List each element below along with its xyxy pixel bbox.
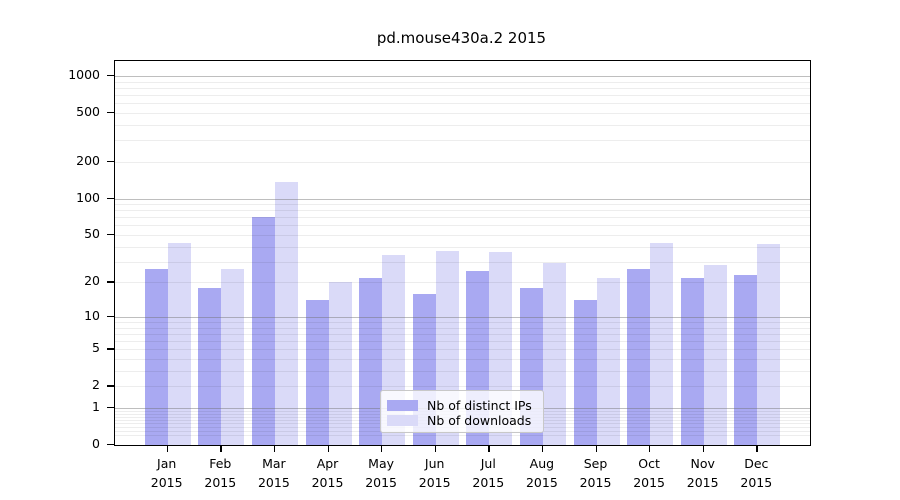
x-tick-label-feb: Feb 2015 (204, 456, 237, 490)
x-tick-mark (327, 446, 329, 452)
bars-layer (115, 61, 810, 445)
y-tick-mark (107, 197, 114, 199)
x-tick-label-dec: Dec 2015 (740, 456, 773, 490)
bar-downloads-mar (274, 181, 298, 445)
y-tick-mark (107, 407, 114, 409)
x-tick-mark (273, 446, 276, 452)
bar-distinct-ips-mar (251, 216, 275, 445)
y-tick-label: 100 (76, 189, 100, 205)
x-tick-label-nov: Nov 2015 (686, 456, 719, 490)
bar-distinct-ips-feb (198, 287, 222, 445)
x-tick-label-sep: Sep 2015 (579, 456, 612, 490)
legend-swatch-downloads-icon (387, 414, 418, 426)
y-tick-mark (107, 385, 114, 387)
y-tick-mark (107, 348, 114, 350)
bar-distinct-ips-jan (144, 268, 168, 445)
bar-distinct-ips-oct (627, 268, 651, 445)
legend-entry-downloads: Nb of downloads (387, 412, 543, 428)
chart-title: pd.mouse430a.2 2015 (376, 29, 547, 47)
y-tick-mark (107, 111, 114, 114)
legend-swatch-distinct-ips-icon (387, 399, 418, 411)
y-tick-label: 1000 (68, 66, 100, 82)
x-tick-mark (756, 446, 758, 452)
y-tick-label: 500 (76, 103, 100, 119)
x-tick-mark (434, 446, 437, 452)
x-tick-mark (595, 446, 597, 452)
bar-downloads-sep (596, 277, 620, 445)
y-tick-label: 10 (84, 307, 100, 323)
x-tick-label-apr: Apr 2015 (311, 456, 344, 490)
y-tick-label: 2 (92, 377, 100, 393)
x-tick-mark (541, 446, 544, 452)
y-tick-label: 1 (92, 399, 100, 414)
x-tick-label-jan: Jan 2015 (150, 456, 183, 490)
y-tick-mark (107, 160, 114, 163)
bar-downloads-oct (650, 242, 674, 445)
legend: Nb of distinct IPs Nb of downloads (380, 390, 544, 433)
bar-downloads-jan (167, 242, 191, 445)
x-tick-mark (488, 446, 490, 452)
bar-distinct-ips-dec (734, 275, 758, 445)
x-tick-label-mar: Mar 2015 (257, 456, 290, 490)
x-tick-label-oct: Oct 2015 (633, 456, 665, 490)
bar-distinct-ips-may (359, 277, 383, 445)
y-tick-mark (107, 444, 114, 446)
legend-entry-distinct-ips: Nb of distinct IPs (387, 397, 543, 413)
y-tick-mark (107, 74, 114, 77)
y-tick-label: 0 (92, 436, 100, 451)
bar-distinct-ips-apr (305, 300, 329, 445)
x-tick-label-may: May 2015 (365, 456, 397, 490)
legend-label-downloads: Nb of downloads (427, 412, 532, 428)
y-tick-label: 20 (84, 273, 100, 289)
x-tick-mark (381, 446, 383, 452)
y-tick-label: 50 (84, 226, 100, 241)
bar-downloads-feb (221, 268, 245, 445)
bar-downloads-nov (703, 265, 727, 445)
x-tick-mark (220, 446, 222, 452)
y-tick-label: 200 (76, 152, 100, 168)
x-tick-label-jul: Jul 2015 (472, 456, 505, 490)
legend-label-distinct-ips: Nb of distinct IPs (427, 397, 532, 413)
x-tick-mark (649, 446, 651, 452)
x-tick-mark (166, 446, 169, 452)
x-tick-label-aug: Aug 2015 (525, 456, 558, 490)
bar-distinct-ips-nov (680, 277, 704, 445)
bar-downloads-apr (328, 282, 352, 445)
plot-area (114, 60, 811, 446)
bar-downloads-aug (542, 263, 566, 445)
y-tick-label: 5 (92, 340, 100, 356)
x-tick-mark (702, 446, 705, 452)
bar-distinct-ips-sep (573, 300, 597, 445)
bar-downloads-dec (757, 244, 781, 445)
x-tick-label-jun: Jun 2015 (418, 456, 451, 490)
y-tick-mark (107, 234, 114, 236)
y-tick-mark (107, 315, 114, 318)
y-tick-mark (107, 281, 114, 283)
